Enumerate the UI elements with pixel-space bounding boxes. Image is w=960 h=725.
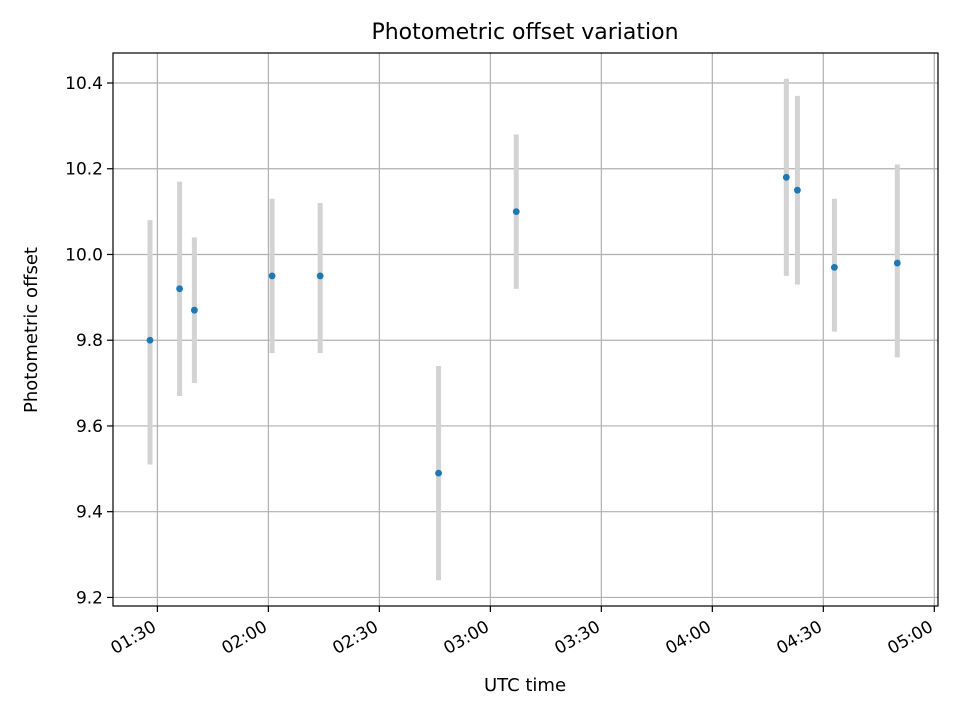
data-point [893, 259, 901, 267]
data-point [435, 469, 442, 477]
y-axis-label: Photometric offset [21, 247, 42, 413]
chart-title: Photometric offset variation [371, 20, 678, 45]
y-tick-label: 10.2 [65, 160, 103, 180]
data-point [176, 285, 183, 293]
y-tick-label: 10.0 [65, 245, 103, 265]
y-tick-label: 9.2 [76, 588, 103, 608]
y-tick-label: 9.4 [76, 503, 103, 523]
y-tick-label: 9.8 [76, 331, 103, 351]
y-tick-label: 10.4 [65, 74, 103, 94]
data-point [831, 263, 838, 271]
x-axis-label: UTC time [484, 675, 566, 696]
y-tick-label: 9.6 [76, 417, 103, 437]
x-tick-label: 01:30 [107, 617, 159, 659]
grid-layer [113, 53, 938, 606]
point-layer [146, 173, 901, 477]
data-point [316, 272, 324, 280]
errorbar-layer [147, 78, 900, 581]
x-tick-label: 03:00 [440, 617, 492, 659]
data-point [512, 208, 520, 216]
data-point [190, 306, 198, 314]
x-tick-label: 02:00 [218, 617, 270, 659]
x-tick-label: 03:30 [551, 617, 603, 659]
x-tick-label: 02:30 [329, 617, 381, 659]
data-point [268, 272, 276, 280]
x-tick-label: 04:00 [662, 617, 714, 659]
plot-frame [112, 52, 939, 607]
data-point [782, 173, 790, 181]
x-tick-label: 04:30 [773, 617, 825, 659]
data-point [794, 186, 801, 194]
data-point [146, 336, 154, 344]
x-tick-label: 05:00 [884, 617, 936, 659]
